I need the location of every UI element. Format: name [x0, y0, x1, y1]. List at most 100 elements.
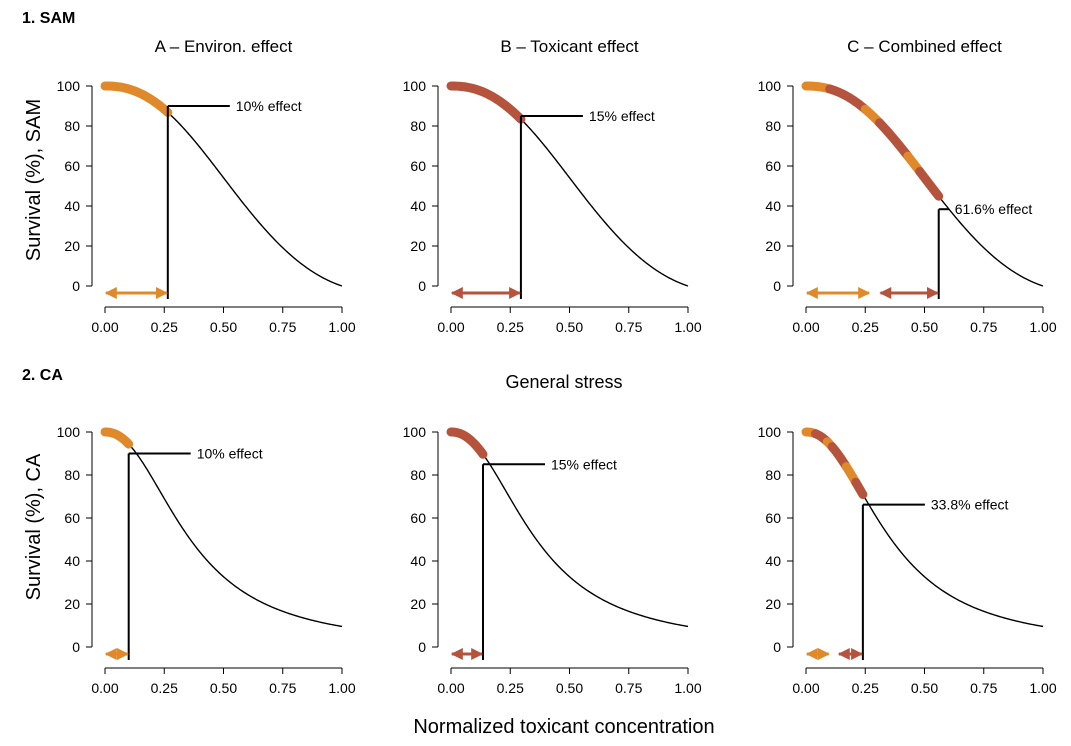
panel-a-environ-effect: A – Environ. effect 0.00 0.25 0.50 0.75 1.00 0…	[57, 37, 356, 335]
y-tick-label: 0	[72, 278, 80, 294]
y-tick-label: 80	[64, 118, 80, 134]
y-tick-label: 60	[410, 158, 426, 174]
effect-annotation: 33.8% effect	[931, 497, 1009, 513]
x-tick-label: 0.75	[615, 319, 642, 335]
highlight-segment	[446, 427, 488, 459]
x-tick-label: 0.75	[615, 680, 642, 696]
y-tick-label: 60	[765, 158, 781, 174]
effect-annotation: 61.6% effect	[955, 201, 1033, 217]
x-tick-label: 0.75	[970, 680, 997, 696]
y-tick-label: 100	[403, 424, 427, 440]
x-tick-label: 0.25	[852, 680, 879, 696]
y-axis-label-sam: Survival (%), SAM	[23, 99, 45, 261]
highlight-segment	[851, 477, 868, 499]
y-tick-label: 0	[418, 278, 426, 294]
y-tick-label: 100	[57, 78, 81, 94]
x-tick-label: 0.50	[210, 319, 237, 335]
survival-curve	[806, 85, 1044, 287]
x-tick-label: 0.00	[91, 680, 118, 696]
panel-title: C – Combined effect	[847, 37, 1002, 56]
x-tick-label: 0.00	[437, 319, 464, 335]
y-tick-label: 100	[403, 78, 427, 94]
y-tick-label: 100	[758, 424, 782, 440]
x-tick-label: 0.50	[911, 319, 938, 335]
y-tick-label: 60	[64, 158, 80, 174]
y-tick-label: 0	[418, 639, 426, 655]
x-tick-label: 1.00	[674, 680, 701, 696]
x-tick-label: 0.75	[970, 319, 997, 335]
highlight-segment	[446, 81, 526, 124]
x-tick-label: 0.50	[911, 680, 938, 696]
y-tick-label: 60	[64, 510, 80, 526]
y-tick-label: 40	[765, 198, 781, 214]
x-tick-label: 0.25	[497, 680, 524, 696]
y-tick-label: 0	[72, 639, 80, 655]
section-label-ca: 2. CA	[22, 367, 63, 384]
effect-annotation: 10% effect	[197, 446, 263, 462]
y-tick-label: 40	[765, 553, 781, 569]
x-tick-label: 0.25	[497, 319, 524, 335]
panel-b-toxicant-effect: B – Toxicant effect 0.00 0.25 0.50 0.75 1.00 0…	[403, 37, 702, 335]
x-tick-label: 1.00	[674, 319, 701, 335]
x-tick-label: 0.50	[210, 680, 237, 696]
panel-title: B – Toxicant effect	[500, 37, 639, 56]
x-tick-label: 1.00	[1029, 319, 1056, 335]
y-tick-label: 20	[765, 238, 781, 254]
y-tick-label: 40	[64, 198, 80, 214]
panel-title: A – Environ. effect	[155, 37, 293, 56]
y-tick-label: 20	[410, 238, 426, 254]
y-tick-label: 40	[410, 198, 426, 214]
y-tick-label: 60	[410, 510, 426, 526]
x-tick-label: 1.00	[328, 680, 355, 696]
x-tick-label: 0.75	[269, 319, 296, 335]
x-tick-label: 0.25	[151, 319, 178, 335]
y-tick-label: 20	[64, 238, 80, 254]
survival-curve	[104, 431, 343, 628]
panel-ca-toxicant-effect: 0.00 0.25 0.50 0.75 1.00 0 20 40 60 80 100 15% effe…	[403, 424, 702, 696]
highlight-segment	[825, 84, 870, 114]
x-tick-label: 1.00	[328, 319, 355, 335]
highlight-segment	[874, 118, 913, 161]
x-tick-label: 0.00	[792, 680, 819, 696]
x-tick-label: 0.25	[151, 680, 178, 696]
y-tick-label: 100	[57, 424, 81, 440]
y-tick-label: 80	[765, 118, 781, 134]
panel-c-combined-effect: C – Combined effect 0.00 0.25 0.50 0.75 1.00 0…	[758, 37, 1057, 335]
highlight-segment	[915, 167, 944, 201]
panel-ca-environ-effect: 0.00 0.25 0.50 0.75 1.00 0 20 40 60 80 100 10% effe…	[57, 424, 356, 696]
x-axis-label: Normalized toxicant concentration	[413, 716, 714, 738]
y-tick-label: 80	[410, 118, 426, 134]
y-tick-label: 20	[765, 596, 781, 612]
y-axis-label-ca: Survival (%), CA	[23, 453, 45, 600]
y-tick-label: 40	[64, 553, 80, 569]
panel-ca-combined-effect: 0.00 0.25 0.50 0.75 1.00 0 20 40 60 80 100 33.8% ef…	[758, 424, 1057, 696]
effect-annotation: 15% effect	[589, 108, 655, 124]
y-tick-label: 20	[64, 596, 80, 612]
x-tick-label: 0.50	[556, 319, 583, 335]
effect-annotation: 15% effect	[551, 456, 617, 472]
x-tick-label: 0.50	[556, 680, 583, 696]
x-tick-label: 0.00	[792, 319, 819, 335]
section-label-sam: 1. SAM	[22, 10, 75, 27]
survival-curve	[450, 431, 689, 628]
highlight-segment	[100, 427, 134, 449]
x-tick-label: 0.00	[437, 680, 464, 696]
y-tick-label: 100	[758, 78, 782, 94]
y-tick-label: 80	[410, 467, 426, 483]
y-tick-label: 20	[410, 596, 426, 612]
x-tick-label: 1.00	[1029, 680, 1056, 696]
x-tick-label: 0.75	[269, 680, 296, 696]
y-tick-label: 0	[773, 639, 781, 655]
y-tick-label: 80	[765, 467, 781, 483]
x-tick-label: 0.25	[852, 319, 879, 335]
effect-annotation: 10% effect	[236, 98, 302, 114]
y-tick-label: 80	[64, 467, 80, 483]
x-tick-label: 0.00	[91, 319, 118, 335]
y-tick-label: 40	[410, 553, 426, 569]
survival-curve	[105, 85, 343, 287]
highlight-segment	[100, 81, 173, 117]
y-tick-label: 60	[765, 510, 781, 526]
general-stress-label: General stress	[505, 372, 622, 392]
y-tick-label: 0	[773, 278, 781, 294]
